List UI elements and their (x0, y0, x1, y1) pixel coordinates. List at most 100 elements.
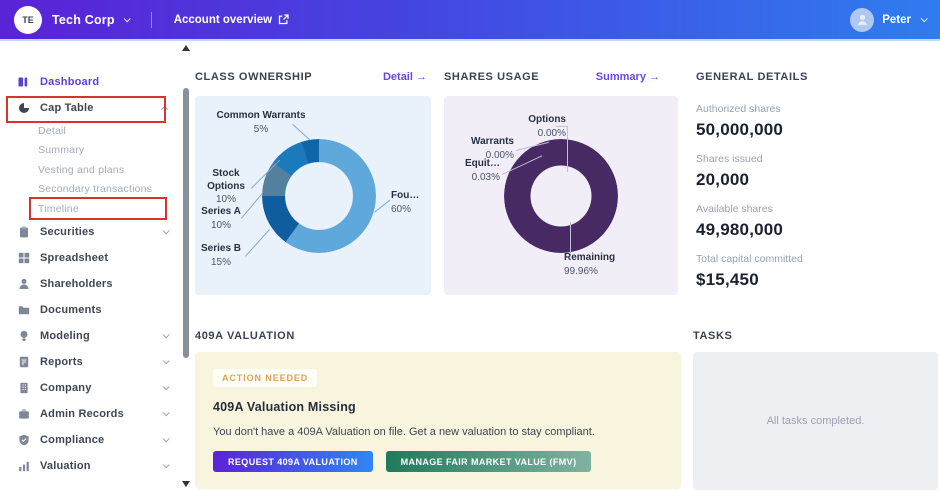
vertical-scrollbar (181, 43, 191, 491)
general-details-title: GENERAL DETAILS (696, 71, 808, 83)
sidebar: Dashboard Cap Table Detail Summary Vesti… (0, 41, 182, 491)
sidebar-item-cap-table[interactable]: Cap Table (0, 95, 182, 121)
valuation-409a-header: 409A VALUATION (195, 330, 427, 342)
person-icon (856, 13, 869, 26)
scroll-down-arrow[interactable] (182, 481, 190, 487)
stat-total-capital-committed: Total capital committed $15,450 (696, 253, 936, 290)
donut-label-remaining: Remaining 99.96% (564, 252, 654, 277)
user-name: Peter (882, 14, 911, 26)
sidebar-item-shareholders[interactable]: Shareholders (0, 271, 182, 297)
valuation-409a-title: 409A VALUATION (195, 330, 295, 342)
arrow-icon: → (416, 71, 427, 83)
class-ownership-header: CLASS OWNERSHIP Detail → (195, 71, 427, 83)
valuation-missing-description: You don't have a 409A Valuation on file.… (213, 426, 663, 438)
modeling-lightbulb-icon (17, 329, 30, 342)
user-menu[interactable]: Peter (850, 8, 926, 32)
chevron-down-icon (163, 461, 170, 468)
tasks-card: All tasks completed. (693, 352, 938, 490)
user-avatar (850, 8, 874, 32)
general-details-header: GENERAL DETAILS (696, 71, 936, 83)
sidebar-item-securities[interactable]: Securities (0, 219, 182, 245)
reports-icon (17, 355, 30, 368)
donut-label-series-a: Series A 10% (195, 206, 247, 231)
sidebar-item-company[interactable]: Company (0, 375, 182, 401)
leader-line (374, 200, 390, 213)
scrollbar-thumb[interactable] (183, 88, 189, 358)
sidebar-item-spreadsheet[interactable]: Spreadsheet (0, 245, 182, 271)
donut-label-founders: Fou… 60% (391, 190, 431, 215)
sidebar-item-dashboard[interactable]: Dashboard (0, 69, 182, 95)
sidebar-item-vesting-and-plans[interactable]: Vesting and plans (0, 160, 182, 180)
sidebar-item-compliance[interactable]: Compliance (0, 427, 182, 453)
chevron-down-icon (163, 383, 170, 390)
cap-table-pie-icon (17, 102, 30, 115)
company-name: Tech Corp (52, 13, 115, 27)
request-409a-valuation-button[interactable]: REQUEST 409A VALUATION (213, 451, 373, 472)
stat-shares-issued: Shares issued 20,000 (696, 153, 936, 190)
chevron-down-icon (163, 435, 170, 442)
donut-label-warrants: Warrants 0.00% (444, 136, 514, 161)
company-avatar: TE (14, 6, 42, 34)
sidebar-item-admin-records[interactable]: Admin Records (0, 401, 182, 427)
class-ownership-title: CLASS OWNERSHIP (195, 71, 312, 83)
scroll-up-arrow[interactable] (182, 45, 190, 51)
company-building-icon (17, 381, 30, 394)
securities-icon (17, 225, 30, 238)
general-details-panel: Authorized shares 50,000,000 Shares issu… (696, 103, 936, 303)
arrow-icon: → (649, 71, 660, 83)
tasks-title: TASKS (693, 330, 732, 342)
leader-line (567, 126, 568, 172)
chevron-down-icon (921, 15, 928, 22)
chevron-down-icon (163, 227, 170, 234)
shares-usage-donut-chart (504, 139, 618, 253)
top-bar: TE Tech Corp Account overview Peter (0, 0, 940, 41)
account-overview-link[interactable]: Account overview (174, 14, 289, 26)
class-ownership-card: Common Warrants 5% Stock Options 10% Ser… (195, 96, 431, 295)
donut-label-stock-options: Stock Options 10% (195, 168, 257, 205)
chevron-down-icon (163, 357, 170, 364)
leader-line (245, 229, 270, 257)
chevron-down-icon (163, 409, 170, 416)
chevron-down-icon (163, 331, 170, 338)
sidebar-item-documents[interactable]: Documents (0, 297, 182, 323)
class-ownership-detail-link[interactable]: Detail → (383, 71, 427, 83)
sidebar-item-reports[interactable]: Reports (0, 349, 182, 375)
valuation-chart-icon (17, 459, 30, 472)
valuation-missing-heading: 409A Valuation Missing (213, 400, 663, 414)
sidebar-item-timeline[interactable]: Timeline (0, 199, 182, 219)
leader-line (570, 222, 571, 254)
tasks-header: TASKS (693, 330, 933, 342)
sidebar-item-detail[interactable]: Detail (0, 121, 182, 141)
donut-label-options: Options 0.00% (486, 114, 566, 139)
class-ownership-donut-chart (262, 139, 376, 253)
company-switcher[interactable]: Tech Corp (52, 13, 129, 27)
tasks-empty-message: All tasks completed. (767, 415, 865, 427)
sidebar-item-summary[interactable]: Summary (0, 141, 182, 161)
donut-label-equity: Equit… 0.03% (444, 158, 500, 183)
shares-usage-title: SHARES USAGE (444, 71, 539, 83)
documents-folder-icon (17, 303, 30, 316)
main-content: CLASS OWNERSHIP Detail → Common Warrants… (191, 41, 940, 491)
valuation-409a-card: ACTION NEEDED 409A Valuation Missing You… (195, 352, 681, 489)
external-link-icon (278, 14, 289, 25)
sidebar-item-secondary-transactions[interactable]: Secondary transactions (0, 180, 182, 200)
action-needed-badge: ACTION NEEDED (213, 369, 317, 387)
compliance-shield-icon (17, 433, 30, 446)
shares-usage-header: SHARES USAGE Summary → (444, 71, 660, 83)
dashboard-icon (17, 76, 30, 89)
donut-label-series-b: Series B 15% (195, 243, 247, 268)
stat-authorized-shares: Authorized shares 50,000,000 (696, 103, 936, 140)
chevron-down-icon (123, 15, 130, 22)
divider (151, 12, 152, 28)
admin-records-briefcase-icon (17, 407, 30, 420)
shares-usage-summary-link[interactable]: Summary → (596, 71, 660, 83)
stat-available-shares: Available shares 49,980,000 (696, 203, 936, 240)
shareholders-person-icon (17, 277, 30, 290)
chevron-up-icon (161, 105, 168, 112)
manage-fmv-button[interactable]: MANAGE FAIR MARKET VALUE (FMV) (386, 451, 592, 472)
spreadsheet-icon (17, 251, 30, 264)
sidebar-item-modeling[interactable]: Modeling (0, 323, 182, 349)
account-overview-label: Account overview (174, 14, 272, 26)
shares-usage-card: Options 0.00% Warrants 0.00% Equit… 0.03… (444, 96, 678, 295)
sidebar-item-valuation[interactable]: Valuation (0, 453, 182, 479)
